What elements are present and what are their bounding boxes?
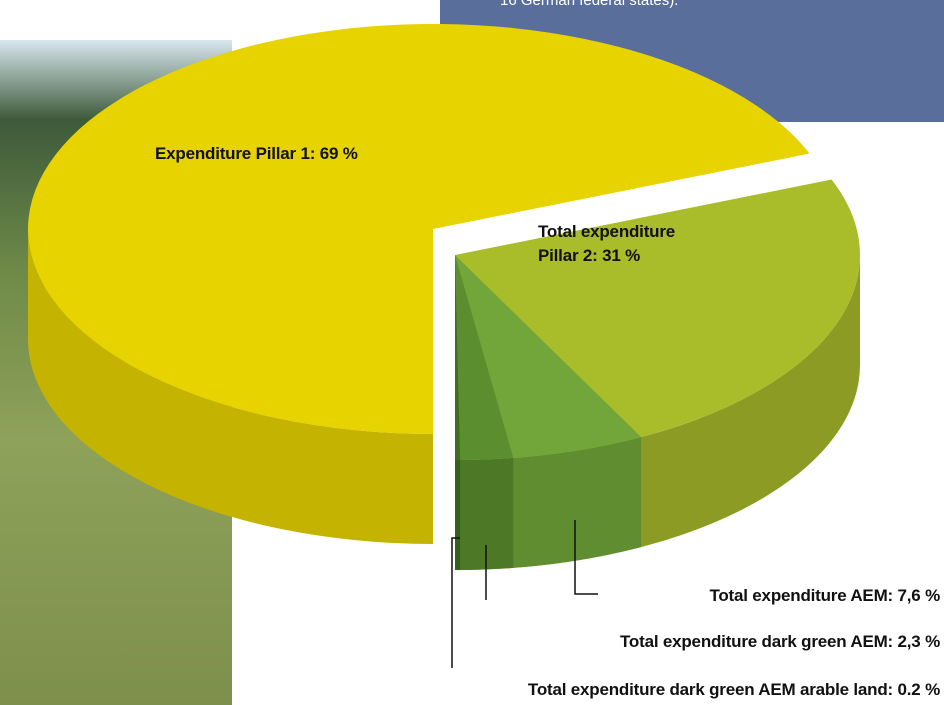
data-label: Expenditure Pillar 1: 69 %: [155, 142, 358, 166]
pie-side: [455, 460, 460, 570]
data-label: Total expenditure AEM: 7,6 %: [709, 584, 940, 608]
page: 16 German federal states). Expenditure P…: [0, 0, 944, 705]
data-label: Total expenditure dark green AEM: 2,3 %: [620, 630, 940, 654]
data-label: Total expenditure dark green AEM arable …: [528, 678, 940, 702]
data-label: Total expenditure Pillar 2: 31 %: [538, 220, 675, 268]
annotation: 16 German federal states).: [500, 0, 678, 9]
pie-side: [455, 458, 513, 570]
